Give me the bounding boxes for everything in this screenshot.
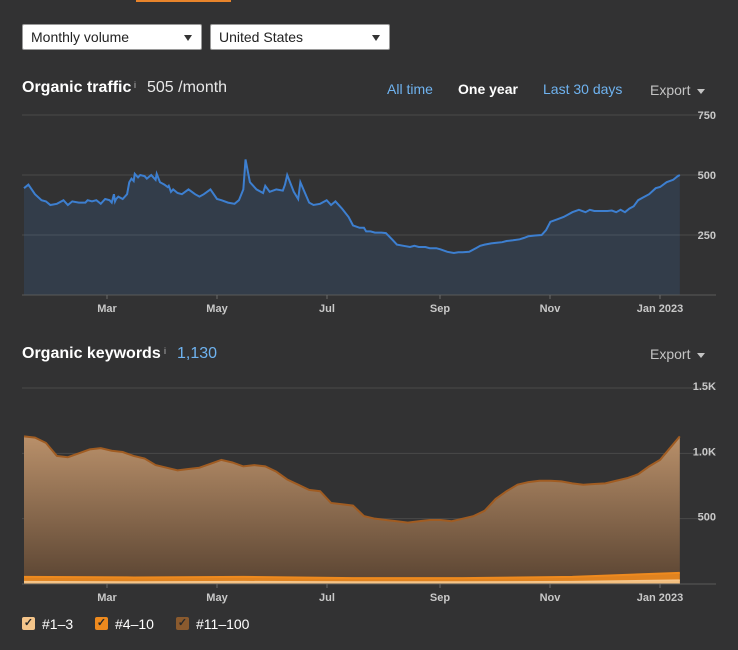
traffic-value: 505 /month [147,79,228,96]
y-tick-label: 500 [698,170,716,182]
x-tick-label: May [206,303,228,315]
series-area [24,159,680,295]
country-select-value: United States [219,29,304,45]
checkbox-icon[interactable]: ✓ [22,617,35,630]
y-tick-label: 750 [698,110,716,122]
series-line [23,579,680,583]
chevron-down-icon [184,35,192,41]
x-tick-label: Mar [97,303,117,315]
chevron-down-icon [697,89,706,94]
y-tick-label: 1.5K [693,381,716,393]
legend-label: #11–100 [196,616,250,632]
legend-label: #4–10 [115,616,154,632]
traffic-info-icon[interactable]: i [134,80,136,90]
chevron-down-icon [697,353,706,358]
range-one-year[interactable]: One year [458,81,518,97]
x-tick-label: May [206,592,228,604]
x-tick-label: Nov [540,303,562,315]
range-last-30-days[interactable]: Last 30 days [543,81,623,97]
x-tick-label: Nov [540,592,562,604]
x-tick-label: Jul [319,592,335,604]
x-tick-label: Jul [319,303,335,315]
y-tick-label: 250 [698,230,716,242]
legend-label: #1–3 [42,616,74,632]
checkbox-icon[interactable]: ✓ [176,617,189,630]
range-all-time[interactable]: All time [387,81,433,97]
y-tick-label: 500 [698,512,716,524]
x-tick-label: Mar [97,592,117,604]
series-line [23,159,681,255]
chevron-down-icon [372,35,380,41]
series-line [23,435,681,524]
metric-select-value: Monthly volume [31,29,130,45]
traffic-title: Organic traffic [22,79,132,96]
keywords-info-icon[interactable]: i [164,346,166,356]
checkbox-icon[interactable]: ✓ [95,617,108,630]
x-tick-label: Jan 2023 [637,303,683,315]
keywords-chart: 500 1.0K 1.5K Mar May Jul Sep Nov Jan 2023 [22,381,716,604]
country-select[interactable]: United States [210,24,390,50]
series-line [23,571,680,580]
active-tab-indicator [136,0,231,2]
keywords-value: 1,130 [177,345,218,362]
metric-select[interactable]: Monthly volume [22,24,202,50]
x-tick-label: Sep [430,592,450,604]
x-tick-label: Jan 2023 [637,592,683,604]
traffic-chart: 250 500 750 Mar May Jul Sep Nov Jan 2023 [22,110,716,315]
series-area [24,436,680,584]
y-tick-label: 1.0K [693,446,716,458]
traffic-export-label: Export [650,82,691,98]
traffic-export-button[interactable]: Export [650,82,706,98]
keywords-export-button[interactable]: Export [650,346,706,362]
keywords-title: Organic keywords [22,345,161,362]
keywords-export-label: Export [650,346,691,362]
x-tick-label: Sep [430,303,450,315]
